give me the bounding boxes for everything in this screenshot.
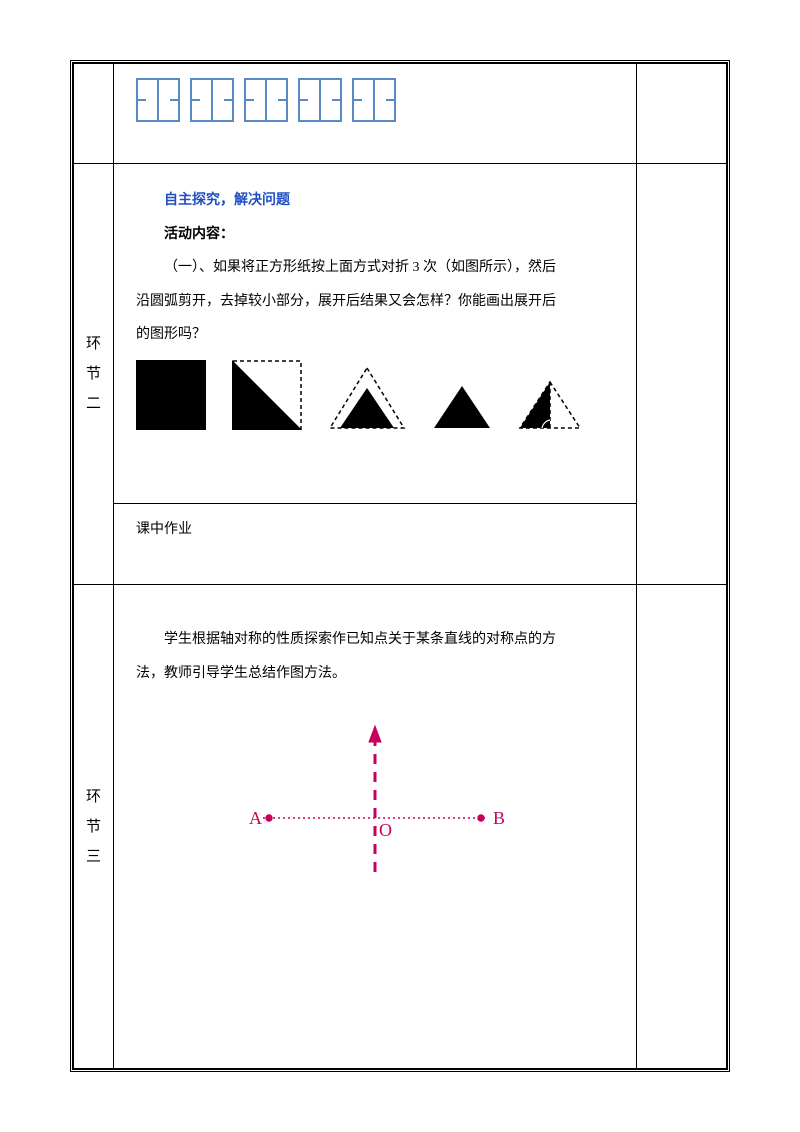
row2-body-line: （一）、如果将正方形纸按上面方式对折 3 次（如图所示），然后 (136, 251, 614, 285)
row3-body-line: 法，教师引导学生总结作图方法。 (136, 657, 614, 691)
fold-step-1 (136, 360, 206, 430)
row2-heading-blue: 自主探究，解决问题 (136, 184, 614, 218)
blue-box-row (136, 78, 614, 122)
row2-inclass-cell: 课中作业 (114, 504, 637, 585)
fold-step-2 (232, 360, 302, 430)
row3-right-cell (637, 585, 727, 1069)
blue-box (136, 78, 180, 122)
label-A: A (249, 808, 262, 828)
fold-step-4 (432, 384, 492, 430)
blue-box (244, 78, 288, 122)
row1-content-cell (114, 64, 637, 164)
row2-right-cell (637, 164, 727, 585)
label-O: O (379, 820, 392, 840)
row2-heading-black: 活动内容： (136, 218, 614, 252)
row3-content-cell: 学生根据轴对称的性质探索作已知点关于某条直线的对称点的方 法，教师引导学生总结作… (114, 585, 637, 1069)
row2-label: 环 节 二 (74, 164, 114, 585)
row1-label (74, 64, 114, 164)
symmetry-diagram: A B O (136, 690, 614, 906)
blue-box (352, 78, 396, 122)
fold-step-5 (518, 380, 582, 430)
row1-right-cell (637, 64, 727, 164)
fold-step-3 (328, 366, 406, 430)
blue-box (190, 78, 234, 122)
row3-label: 环 节 三 (74, 585, 114, 1069)
label-B: B (493, 808, 505, 828)
blue-box (298, 78, 342, 122)
row2-content-cell: 自主探究，解决问题 活动内容： （一）、如果将正方形纸按上面方式对折 3 次（如… (114, 164, 637, 504)
row3-body-line: 学生根据轴对称的性质探索作已知点关于某条直线的对称点的方 (136, 623, 614, 657)
row2-body-line: 沿圆弧剪开，去掉较小部分，展开后结果又会怎样？你能画出展开后 (136, 285, 614, 319)
fold-sequence (136, 352, 614, 436)
row2-body-line: 的图形吗？ (136, 318, 614, 352)
inclass-homework-label: 课中作业 (136, 522, 192, 537)
